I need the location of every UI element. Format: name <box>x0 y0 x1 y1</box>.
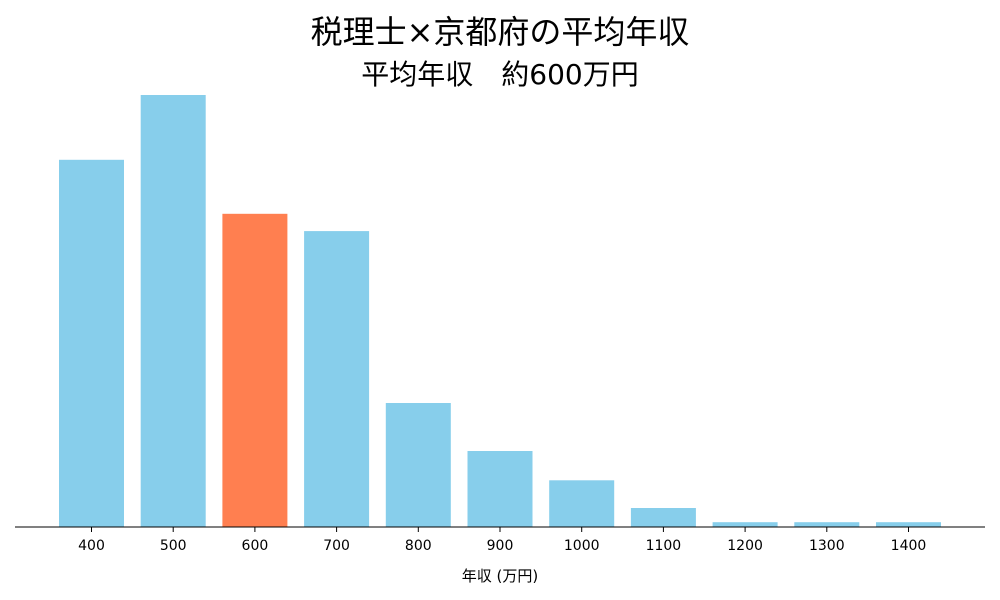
x-axis-label: 年収 (万円) <box>462 567 538 585</box>
bar-400 <box>59 159 124 528</box>
bar-900 <box>467 451 533 527</box>
bar-1400 <box>876 522 941 527</box>
x-tick-label-700: 700 <box>323 538 350 554</box>
bar-800 <box>385 403 451 527</box>
x-tick-label-800: 800 <box>405 538 432 554</box>
bar-700 <box>304 231 370 527</box>
chart-subtitle: 平均年収 約600万円 <box>361 58 638 91</box>
x-tick-label-600: 600 <box>242 538 269 554</box>
x-tick-label-1100: 1100 <box>646 538 682 554</box>
chart-title: 税理士×京都府の平均年収 <box>311 13 690 51</box>
x-ticks-group: 400 500 600 700 800 900 1000 1100 1200 1300 1400 <box>78 527 926 554</box>
x-tick-label-900: 900 <box>487 538 514 554</box>
bar-1000 <box>549 480 615 527</box>
bar-1100 <box>630 508 696 527</box>
bar-600 <box>222 213 288 528</box>
x-tick-label-500: 500 <box>160 538 187 554</box>
bar-1300 <box>794 522 860 527</box>
bar-1200 <box>712 522 778 527</box>
bars-group <box>59 95 941 528</box>
x-tick-label-1200: 1200 <box>727 538 763 554</box>
bar-500 <box>140 95 206 527</box>
x-tick-label-400: 400 <box>78 538 105 554</box>
x-tick-label-1300: 1300 <box>809 538 845 554</box>
x-tick-label-1400: 1400 <box>891 538 927 554</box>
x-tick-label-1000: 1000 <box>564 538 600 554</box>
